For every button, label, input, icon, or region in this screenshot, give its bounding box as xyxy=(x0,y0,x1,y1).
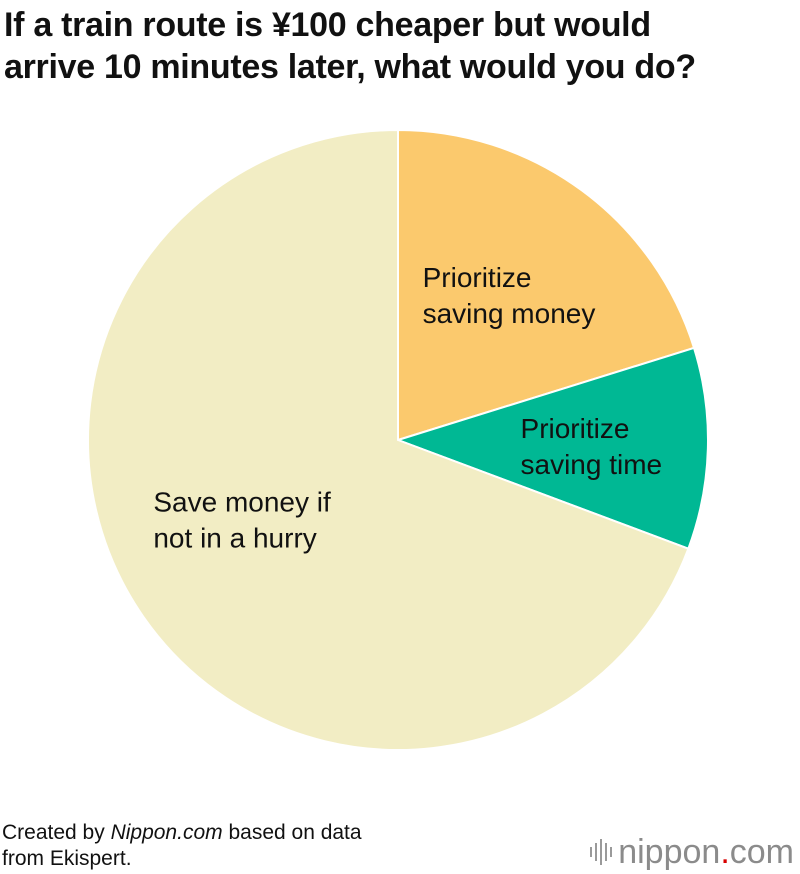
pie-slice-label-1-line-0: Prioritize xyxy=(521,413,630,444)
pie-slice-label-0-line-0: Prioritize xyxy=(423,262,532,293)
brand-name-part2: com xyxy=(729,833,794,871)
brand-dot: . xyxy=(720,833,730,871)
pie-slice-2 xyxy=(87,128,690,751)
pie-slice-label-0-line-1: saving money xyxy=(423,298,596,329)
bars-logo-icon xyxy=(590,838,613,866)
pie-slice-label-2-line-1: not in a hurry xyxy=(153,522,316,553)
source-site: Nippon.com xyxy=(110,821,223,844)
pie-slice-label-1-line-1: saving time xyxy=(521,449,663,480)
source-suffix: based on data xyxy=(222,821,362,844)
source-note-line-2: from Ekispert. xyxy=(2,847,132,870)
source-note: Created by Nippon.com based on data from… xyxy=(2,820,362,872)
brand-wordmark: nippon.com xyxy=(618,834,794,870)
source-note-line-1: Created by Nippon.com based on data xyxy=(2,820,362,846)
chart-title-line-1: If a train route is ¥100 cheaper but wou… xyxy=(4,6,651,44)
pie-slice-0 xyxy=(397,128,696,442)
pie-slice-label-1: Prioritize saving time xyxy=(521,413,663,480)
source-prefix: Created by xyxy=(2,821,111,844)
pie-slice-label-0: Prioritize saving money xyxy=(423,262,596,329)
brand-name-part1: nippon xyxy=(618,833,721,871)
nippon-logo: nippon.com xyxy=(590,834,794,870)
pie-slice-label-2: Save money if not in a hurry xyxy=(153,486,331,553)
chart-title: If a train route is ¥100 cheaper but wou… xyxy=(4,4,796,88)
chart-title-line-2: arrive 10 minutes later, what would you … xyxy=(4,48,696,86)
pie-slice-label-2-line-0: Save money if xyxy=(153,486,331,517)
pie-slice-1 xyxy=(394,346,709,550)
